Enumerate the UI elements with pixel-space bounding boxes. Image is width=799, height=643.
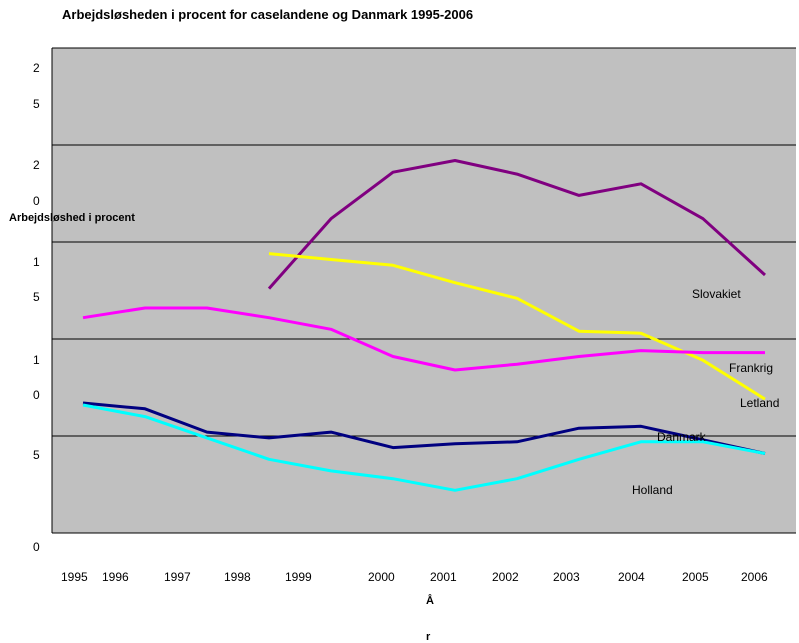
- y-tick-label: 0: [33, 388, 40, 402]
- gridlines: [52, 47, 796, 437]
- x-tick-label: 2003: [553, 570, 580, 584]
- y-tick-label: 1: [33, 255, 40, 269]
- y-tick-label: 0: [33, 540, 40, 554]
- x-tick-label: 2005: [682, 570, 709, 584]
- x-tick-label: 2006: [741, 570, 768, 584]
- y-tick-label: 5: [33, 448, 40, 462]
- series-label-danmark: Danmark: [657, 430, 707, 444]
- series-line-frankrig: [82, 306, 765, 372]
- x-tick-labels: 1995 1996 1997 1998 1999 2000 2001 2002 2003 2004…: [61, 570, 768, 584]
- y-tick-label: 0: [33, 194, 40, 208]
- x-tick-label: 1996: [102, 570, 129, 584]
- series-labels: Slovakiet Frankrig Letland Danmark Holland: [632, 287, 779, 497]
- plot-area: [52, 48, 796, 533]
- x-tick-label: 2004: [618, 570, 645, 584]
- y-axis-title: Arbejdsløshed i procent: [9, 212, 135, 224]
- series-line-holland: [82, 403, 766, 492]
- x-tick-label: 2001: [430, 570, 457, 584]
- x-tick-label: 1999: [285, 570, 312, 584]
- series-label-frankrig: Frankrig: [729, 361, 773, 375]
- y-tick-label: 5: [33, 290, 40, 304]
- y-tick-label: 5: [33, 97, 40, 111]
- x-tick-label: 1998: [224, 570, 251, 584]
- x-tick-label: 2000: [368, 570, 395, 584]
- y-tick-label: 2: [33, 61, 40, 75]
- series-label-holland: Holland: [632, 483, 673, 497]
- x-axis-title-line2: r: [426, 631, 431, 643]
- chart-title: Arbejdsløsheden i procent for caselanden…: [62, 7, 473, 22]
- series-label-slovakiet: Slovakiet: [692, 287, 741, 301]
- y-tick-label: 1: [33, 353, 40, 367]
- series-label-letland: Letland: [740, 396, 779, 410]
- y-tick-label: 2: [33, 158, 40, 172]
- series-line-danmark: [82, 401, 766, 455]
- x-axis-title: Å: [426, 594, 434, 607]
- x-tick-label: 1997: [164, 570, 191, 584]
- y-tick-labels: 0 5 0 1 5 1 0 2 5 2: [33, 61, 40, 554]
- series-lines: [82, 159, 767, 492]
- x-tick-label: 2002: [492, 570, 519, 584]
- series-line-slovakiet: [267, 159, 767, 290]
- x-tick-label: 1995: [61, 570, 88, 584]
